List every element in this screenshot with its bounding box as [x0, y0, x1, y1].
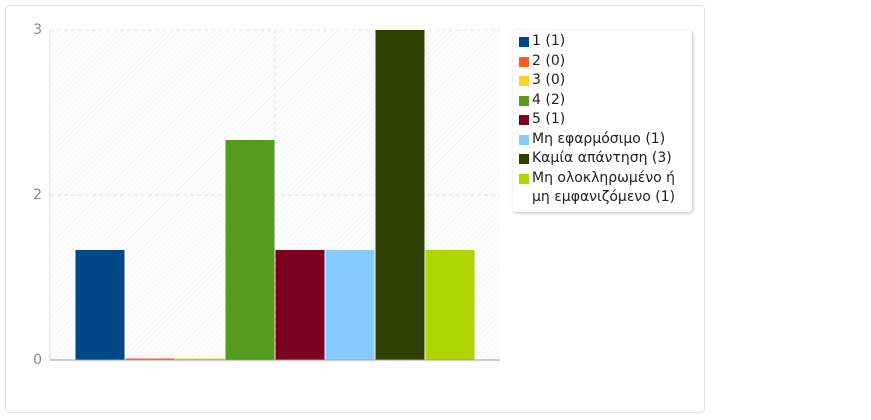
legend-swatch — [519, 95, 529, 106]
bar — [425, 250, 475, 360]
legend-label: 2 (0) — [532, 52, 566, 69]
bar — [75, 250, 125, 360]
legend-item: 1 (1) — [519, 32, 692, 52]
legend-label: 1 (1) — [532, 33, 566, 49]
bar — [225, 140, 275, 360]
legend-swatch — [519, 56, 529, 67]
legend-swatch — [519, 134, 529, 145]
legend-item: 4 (2) — [519, 91, 692, 111]
bar — [125, 358, 175, 360]
legend-item: Καμία απάντηση (3) — [519, 149, 692, 169]
legend-swatch — [519, 115, 529, 125]
legend-label: Μη ολοκληρωμένο ή μη εμφανιζόμενο (1) — [532, 169, 676, 206]
legend-item: 3 (0) — [519, 71, 692, 91]
bar — [325, 250, 375, 360]
legend-item: 5 (1) — [519, 110, 692, 130]
legend-swatch — [519, 173, 529, 184]
legend-label: Μη εφαρμόσιμο (1) — [532, 130, 666, 147]
bar — [175, 358, 225, 360]
y-tick-label: 3 — [33, 22, 42, 38]
legend-swatch — [519, 37, 529, 47]
bar — [275, 250, 325, 360]
legend-item: Μη εφαρμόσιμο (1) — [519, 130, 692, 150]
y-tick-label: 2 — [33, 187, 42, 203]
chart-card — [5, 5, 705, 413]
legend-label: 5 (1) — [532, 111, 566, 127]
legend: 1 (1) 2 (0) 3 (0) 4 (2) 5 (1) Μη εφαρμόσιμο (… — [513, 30, 692, 212]
legend-swatch — [519, 154, 529, 164]
legend-swatch — [519, 76, 529, 86]
legend-item: Μη ολοκληρωμένο ή μη εμφανιζόμενο (1) — [519, 169, 692, 208]
bar — [375, 30, 425, 360]
legend-label: 3 (0) — [532, 72, 566, 88]
legend-label: Καμία απάντηση (3) — [532, 150, 672, 166]
y-tick-label: 0 — [33, 352, 42, 368]
legend-label: 4 (2) — [532, 91, 566, 108]
legend-item: 2 (0) — [519, 52, 692, 72]
